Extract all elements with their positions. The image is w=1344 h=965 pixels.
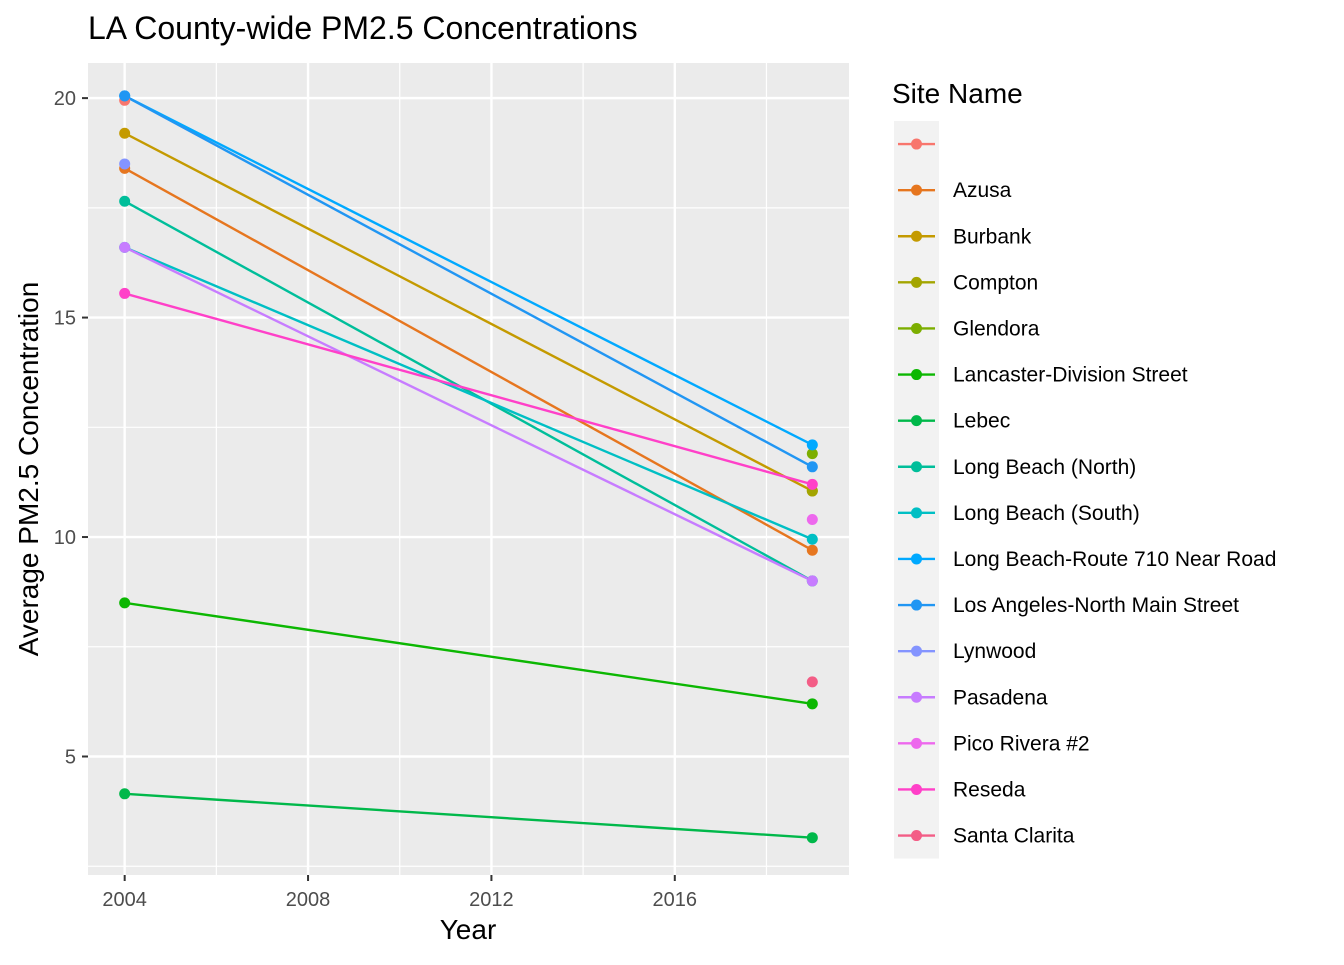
legend-label: Los Angeles-North Main Street xyxy=(953,594,1239,617)
legend-label: Long Beach-Route 710 Near Road xyxy=(953,548,1276,571)
legend-key-background xyxy=(894,121,939,859)
legend-label: Long Beach (North) xyxy=(953,456,1136,479)
y-tick-label: 20 xyxy=(54,88,76,110)
series-line xyxy=(124,200,813,582)
x-axis-label: Year xyxy=(440,914,497,945)
data-point xyxy=(119,90,131,102)
y-axis: 5 10 15 20 xyxy=(54,88,88,768)
data-point xyxy=(806,461,818,473)
legend: Site Name Azusa Burbank Compton Glendora Lan… xyxy=(892,78,1276,859)
legend-key-point xyxy=(911,369,922,381)
data-point xyxy=(119,788,131,800)
legend-label: Long Beach (South) xyxy=(953,502,1140,525)
legend-key-point xyxy=(911,599,922,611)
legend-label: Burbank xyxy=(953,225,1032,248)
data-point xyxy=(806,698,818,710)
series-line xyxy=(124,132,813,493)
legend-key-point xyxy=(911,737,922,749)
legend-key-point xyxy=(911,830,922,842)
legend-key-point xyxy=(911,691,922,703)
series-line xyxy=(124,94,813,468)
series-line xyxy=(124,167,813,552)
series-line xyxy=(124,601,813,706)
legend-key-point xyxy=(911,276,922,288)
legend-key-point xyxy=(911,461,922,473)
data-point xyxy=(806,439,818,451)
legend-label: Azusa xyxy=(953,179,1012,202)
legend-title: Site Name xyxy=(892,78,1023,109)
y-tick-label: 5 xyxy=(65,746,76,768)
legend-label: Lancaster-Division Street xyxy=(953,364,1188,387)
legend-label: Pico Rivera #2 xyxy=(953,732,1090,755)
legend-label: Lebec xyxy=(953,410,1010,433)
legend-label: Pasadena xyxy=(953,686,1048,709)
legend-key-point xyxy=(911,184,922,196)
legend-key-point xyxy=(911,553,922,565)
legend-key-point xyxy=(911,415,922,427)
series-line xyxy=(124,792,813,839)
legend-label: Compton xyxy=(953,271,1038,294)
series-line xyxy=(124,246,813,541)
data-point xyxy=(119,158,131,170)
data-point xyxy=(806,832,818,844)
data-point xyxy=(806,478,818,490)
x-tick-label: 2016 xyxy=(653,889,698,911)
legend-key-point xyxy=(911,230,922,242)
data-point xyxy=(806,544,818,556)
x-axis: 2004 2008 2012 2016 xyxy=(102,875,697,911)
legend-key-point xyxy=(911,645,922,657)
x-tick-label: 2004 xyxy=(102,889,147,911)
data-point xyxy=(806,533,818,545)
data-point xyxy=(806,575,818,587)
legend-label: Reseda xyxy=(953,778,1026,801)
plot-panel xyxy=(88,63,849,875)
legend-key-point xyxy=(911,507,922,519)
y-tick-label: 10 xyxy=(54,527,76,549)
series-line xyxy=(124,292,813,486)
x-tick-label: 2012 xyxy=(469,889,514,911)
legend-key-point xyxy=(911,138,922,150)
legend-label: Glendora xyxy=(953,317,1040,340)
legend-items: Azusa Burbank Compton Glendora Lancaster-Div… xyxy=(894,121,1276,859)
legend-key-point xyxy=(911,322,922,334)
series-line xyxy=(124,246,813,583)
data-point xyxy=(119,241,131,253)
data-point xyxy=(806,448,818,460)
data-point xyxy=(119,127,131,139)
legend-label: Lynwood xyxy=(953,640,1036,663)
y-tick-label: 15 xyxy=(54,308,76,330)
data-point xyxy=(119,195,131,207)
x-tick-label: 2008 xyxy=(286,889,331,911)
data-point xyxy=(806,676,818,688)
data-point xyxy=(806,513,818,525)
series-points xyxy=(119,90,818,844)
legend-label: Santa Clarita xyxy=(953,825,1075,848)
legend-key-point xyxy=(911,783,922,795)
data-point xyxy=(119,597,131,609)
chart-title: LA County-wide PM2.5 Concentrations xyxy=(88,10,638,46)
data-point xyxy=(119,287,131,299)
series-lines xyxy=(124,94,813,839)
series-line xyxy=(124,94,813,446)
y-axis-label: Average PM2.5 Concentration xyxy=(13,282,44,657)
